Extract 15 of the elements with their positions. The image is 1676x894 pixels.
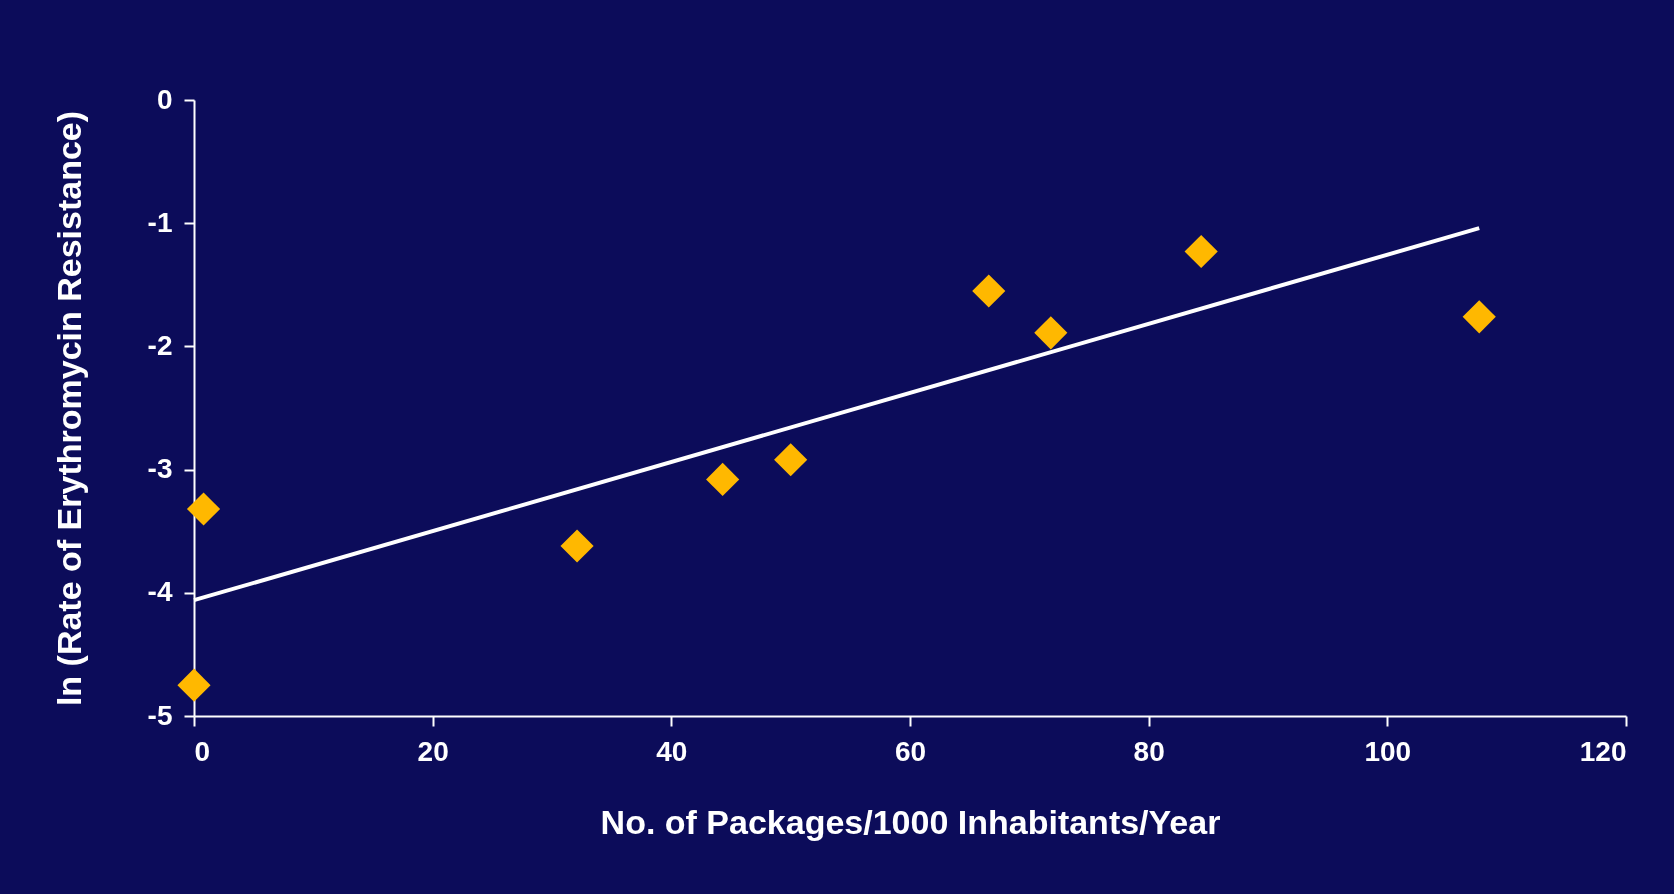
- x-tick-label: 60: [894, 735, 927, 767]
- y-tick-label: -2: [147, 329, 173, 361]
- x-tick-label: 100: [1364, 735, 1412, 767]
- y-tick-label: -4: [147, 576, 173, 608]
- x-tick-label: 120: [1579, 735, 1627, 767]
- x-tick-label: 40: [656, 735, 688, 767]
- x-axis-title: No. of Packages/1000 Inhabitants/Year: [600, 802, 1221, 841]
- y-axis-title: ln (Rate of Erythromycin Resistance): [49, 110, 88, 707]
- x-tick-label: 0: [194, 735, 211, 767]
- y-tick-label: -5: [147, 699, 173, 731]
- y-tick-label: -3: [147, 453, 173, 485]
- x-tick-label: 20: [417, 735, 449, 767]
- y-tick-label: -1: [147, 206, 173, 238]
- x-tick-label: 80: [1133, 735, 1165, 767]
- y-tick-label: 0: [156, 83, 173, 115]
